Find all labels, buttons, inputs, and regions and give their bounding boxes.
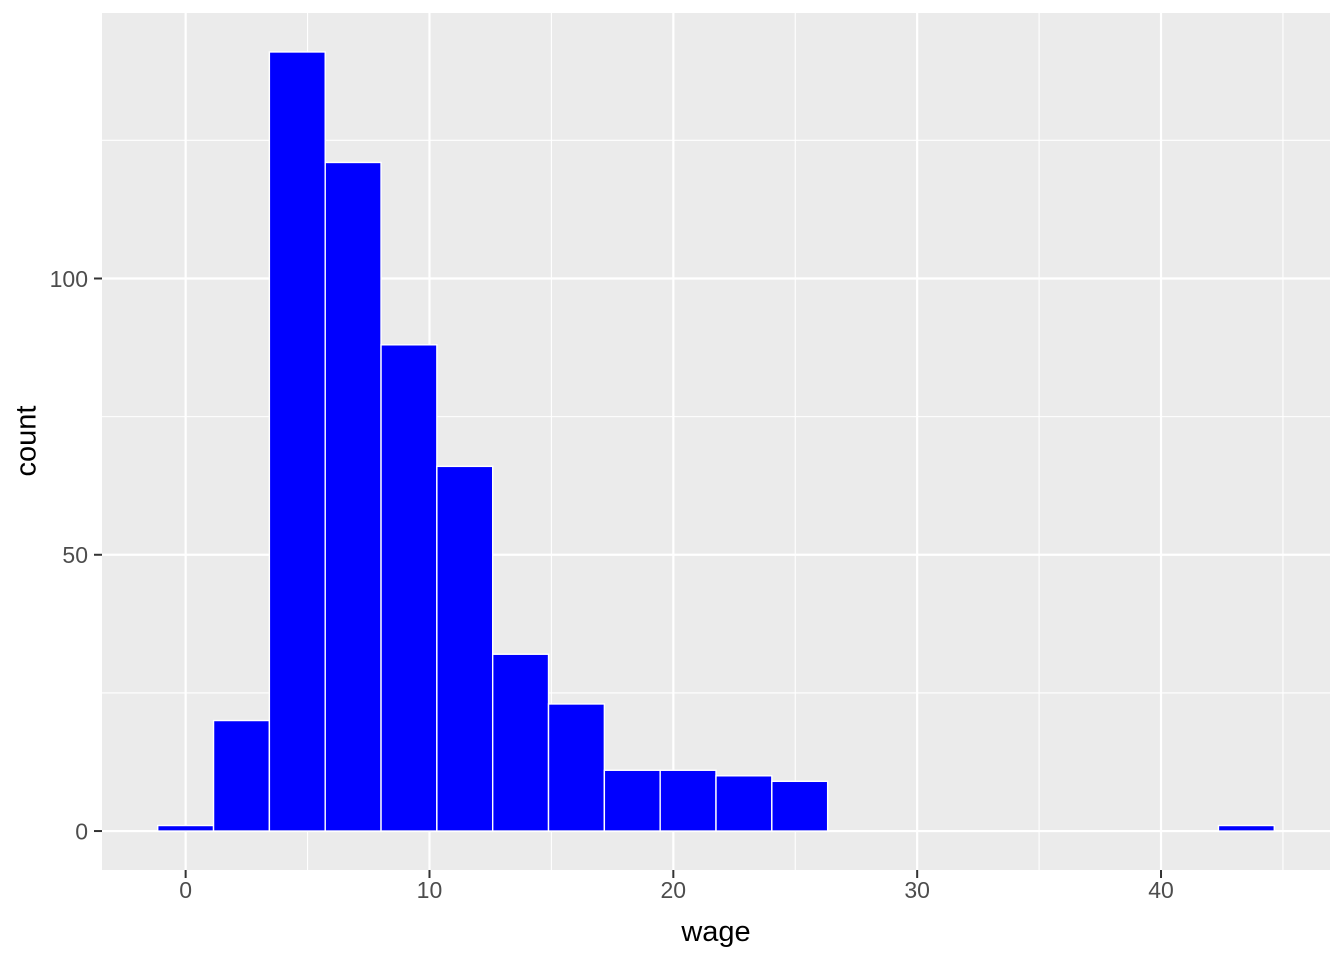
histogram-bar [491,653,550,832]
histogram-bar [212,719,271,832]
histogram-bar [157,824,215,832]
histogram-bar [659,769,717,832]
histogram-bar [1217,824,1275,832]
y-tick-label: 50 [62,542,88,568]
x-tick-label: 0 [179,877,192,903]
y-tick-label: 100 [50,266,88,292]
histogram-bar [268,51,326,832]
histogram-bar [436,465,494,832]
x-tick-label: 30 [904,877,930,903]
histogram-bar [324,161,382,832]
x-tick-label: 10 [417,877,443,903]
y-axis-title: count [10,405,43,477]
histogram-bar [715,775,773,832]
x-axis-title: wage [681,916,751,948]
y-tick-label: 0 [75,818,88,844]
x-tick-label: 40 [1148,877,1174,903]
histogram-bar [547,703,606,832]
histogram-bar [603,769,661,832]
histogram-bar [771,780,829,832]
x-tick-label: 20 [661,877,687,903]
histogram-bar [380,344,438,832]
